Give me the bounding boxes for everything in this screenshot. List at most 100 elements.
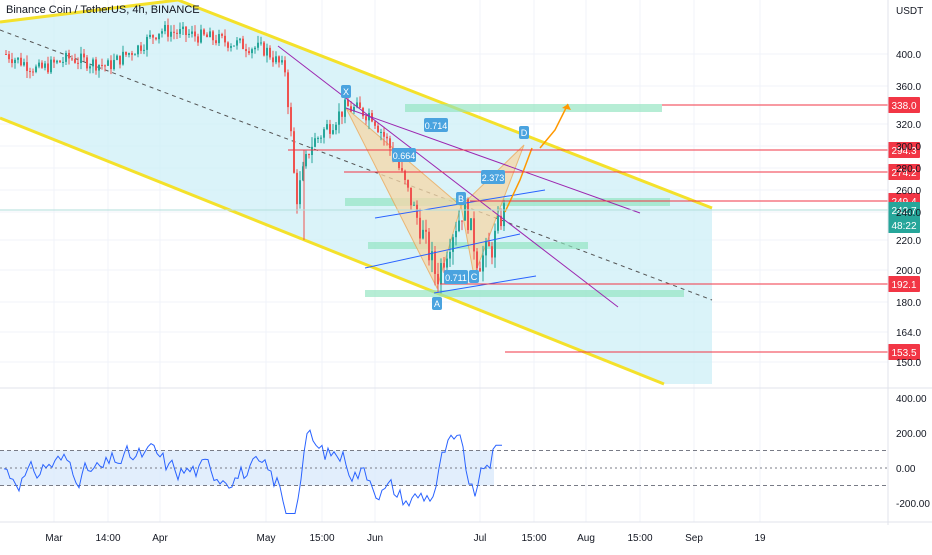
ratio-label-3: 0.664: [393, 151, 416, 161]
y-tick-9: 180.0: [896, 298, 921, 309]
candle-body-55: [170, 31, 172, 37]
x-tick-3: May: [257, 533, 276, 544]
pattern-point-box-0: [341, 85, 351, 98]
candle-body-0: [5, 54, 7, 55]
candle-body-86: [263, 42, 265, 56]
price-label-box-0: [888, 97, 920, 113]
candle-body-106: [323, 129, 325, 138]
candle-body-156: [473, 218, 475, 252]
candle-body-67: [206, 34, 208, 38]
x-tick-11: 19: [754, 533, 766, 544]
candle-body-60: [185, 26, 187, 36]
candle-body-9: [32, 71, 34, 73]
candle-body-148: [449, 251, 451, 259]
candle-body-47: [146, 36, 148, 50]
candle-body-37: [116, 55, 118, 60]
price-label-box-4: [888, 202, 920, 218]
ratio-box-3: [392, 148, 416, 162]
candle-body-38: [119, 55, 121, 65]
support-zone-3: [365, 290, 684, 297]
candle-body-32: [101, 64, 103, 66]
price-label-box-5: [888, 217, 920, 233]
candle-body-159: [482, 255, 484, 272]
candle-body-97: [296, 172, 298, 205]
candle-body-92: [281, 60, 283, 63]
candle-body-68: [209, 31, 211, 38]
candle-body-50: [155, 37, 157, 40]
candle-body-149: [452, 237, 454, 252]
candle-body-11: [38, 62, 40, 67]
candle-body-109: [332, 130, 334, 134]
candle-body-142: [431, 251, 433, 261]
candle-body-66: [203, 29, 205, 35]
candle-body-46: [143, 49, 145, 51]
candle-body-14: [47, 63, 49, 73]
ratio-label-0: 0.714: [425, 121, 448, 131]
ratio-label-2: 2.373: [482, 173, 505, 183]
candle-body-94: [287, 72, 289, 108]
y-tick-6: 240.0: [896, 208, 921, 219]
candle-body-45: [140, 45, 142, 51]
candle-body-157: [476, 251, 478, 269]
candle-body-80: [245, 49, 247, 52]
candle-body-30: [95, 59, 97, 71]
candle-body-36: [113, 59, 115, 70]
candle-body-27: [86, 57, 88, 69]
candle-body-82: [251, 49, 253, 54]
candle-body-146: [443, 263, 445, 268]
price-label-0: 338.0: [891, 101, 916, 112]
rsi-y-tick-1: 200.00: [896, 429, 927, 440]
candle-body-4: [17, 57, 19, 60]
candle-body-114: [347, 99, 349, 107]
candle-body-119: [362, 107, 364, 117]
y-tick-8: 200.0: [896, 266, 921, 277]
pattern-point-box-2: [456, 192, 466, 205]
candle-body-93: [284, 60, 286, 73]
candle-body-8: [29, 70, 31, 72]
candle-body-21: [68, 52, 70, 59]
channel-fill: [0, 0, 712, 384]
candle-body-120: [365, 116, 367, 121]
candle-body-72: [221, 34, 223, 36]
candle-body-151: [458, 220, 460, 231]
candle-body-163: [494, 230, 496, 258]
ratio-box-0: [424, 118, 448, 132]
candle-body-33: [104, 65, 106, 67]
candle-body-138: [419, 217, 421, 239]
x-tick-0: Mar: [45, 533, 63, 544]
candle-body-40: [125, 51, 127, 55]
candle-body-132: [401, 168, 403, 171]
candle-body-57: [176, 32, 178, 34]
candle-body-63: [194, 31, 196, 37]
channel-top-left: [0, 0, 179, 24]
candle-body-87: [266, 47, 268, 56]
candle-body-75: [230, 46, 232, 48]
pattern-point-box-4: [519, 126, 529, 139]
candle-body-96: [293, 131, 295, 173]
candle-body-28: [89, 66, 91, 69]
candle-body-49: [152, 34, 154, 38]
candle-body-154: [467, 199, 469, 231]
pattern-point-3: C: [471, 272, 478, 282]
candle-body-165: [500, 215, 502, 227]
candle-body-111: [338, 111, 340, 125]
candle-body-125: [380, 131, 382, 133]
candle-body-76: [233, 45, 235, 47]
candle-body-31: [98, 64, 100, 71]
candle-body-26: [83, 53, 85, 58]
candle-body-43: [134, 54, 136, 56]
price-label-5: 48:22: [891, 221, 916, 232]
candle-body-127: [386, 136, 388, 139]
candle-body-53: [164, 24, 166, 32]
candle-body-124: [377, 125, 379, 133]
x-tick-6: Jul: [474, 533, 487, 544]
candle-body-161: [488, 241, 490, 247]
candle-body-65: [200, 29, 202, 43]
candle-body-166: [503, 203, 505, 227]
x-tick-5: Jun: [367, 533, 383, 544]
pattern-point-box-1: [432, 297, 442, 310]
candle-body-10: [35, 66, 37, 72]
y-tick-3: 300.0: [896, 142, 921, 153]
candle-body-79: [242, 38, 244, 50]
candle-body-85: [260, 42, 262, 44]
